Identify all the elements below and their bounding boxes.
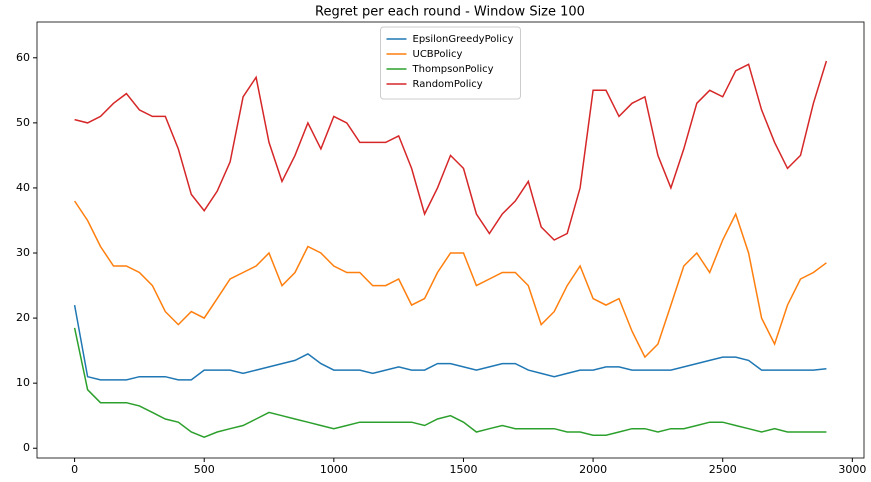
- series-line: [73, 327, 827, 439]
- x-tick-label: 2500: [709, 463, 737, 476]
- legend: EpsilonGreedyPolicy UCBPolicy ThompsonPoli…: [380, 26, 521, 100]
- x-tick-label: 1500: [449, 463, 477, 476]
- y-tick-label: 20: [16, 311, 30, 324]
- y-tick-label: 0: [23, 441, 30, 454]
- y-tick-label: 40: [16, 181, 30, 194]
- x-tick-label: 3000: [838, 463, 866, 476]
- legend-box: [380, 26, 521, 100]
- x-tick-label: 2000: [579, 463, 607, 476]
- chart-title: Regret per each round - Window Size 100: [315, 5, 585, 20]
- legend-label: UCBPolicy: [413, 49, 463, 60]
- y-tick-label: 50: [16, 116, 30, 129]
- x-tick-label: 0: [71, 463, 78, 476]
- series-line: [73, 304, 827, 381]
- y-tick-label: 30: [16, 246, 30, 259]
- x-tick-label: 1000: [320, 463, 348, 476]
- series-line: [73, 200, 827, 359]
- plot-frame: [36, 21, 865, 459]
- legend-label: ThompsonPolicy: [412, 64, 494, 75]
- y-tick-label: 60: [16, 51, 30, 64]
- y-tick-label: 10: [16, 376, 30, 389]
- x-tick-label: 500: [194, 463, 215, 476]
- series-line: [74, 60, 828, 241]
- legend-label: RandomPolicy: [413, 79, 483, 90]
- legend-label: EpsilonGreedyPolicy: [413, 34, 514, 45]
